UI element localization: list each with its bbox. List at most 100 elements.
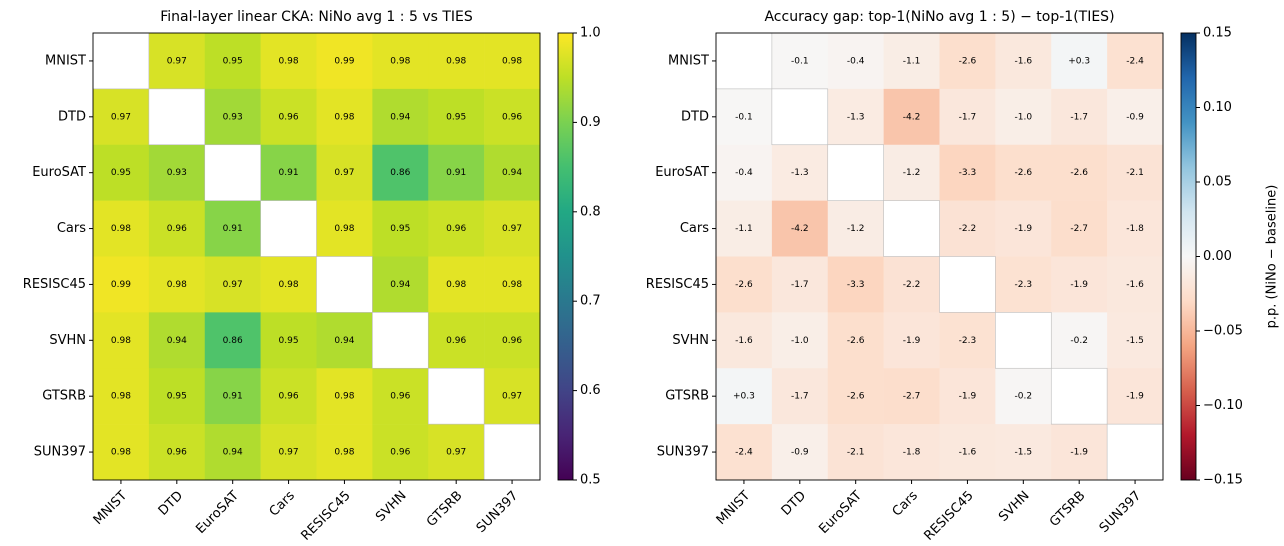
y-tick-label: EuroSAT (655, 165, 709, 180)
cell-label: 0.96 (390, 448, 410, 458)
cell-label: -0.1 (735, 112, 753, 122)
x-tick-label: MNIST (714, 488, 754, 528)
heatmap-cell (148, 144, 206, 201)
heatmap-cell (1051, 424, 1108, 481)
colorbar-tick-label: 0.5 (580, 473, 601, 488)
cell-label: 0.96 (279, 112, 299, 122)
y-tick-label: GTSRB (42, 389, 86, 404)
heatmap-cell (372, 256, 429, 313)
cell-label: 0.98 (111, 224, 131, 234)
chart-title: Accuracy gap: top-1(NiNo avg 1 : 5) − to… (764, 9, 1114, 25)
cell-label: -1.1 (735, 224, 753, 234)
heatmap-cell (1051, 88, 1108, 146)
y-tick-label: Cars (680, 221, 709, 236)
colorbar-tick-label: −0.10 (1203, 398, 1243, 413)
heatmap-cell (316, 144, 373, 201)
heatmap-cell (260, 144, 317, 201)
heatmap-cell (428, 200, 485, 257)
empty-cell (1050, 367, 1108, 425)
heatmap-cell (939, 368, 996, 425)
empty-cell (260, 200, 317, 257)
empty-cell (827, 144, 884, 201)
heatmap-cell (883, 368, 940, 425)
cell-label: 0.96 (167, 224, 187, 234)
heatmap-cell (771, 368, 829, 425)
cell-label: -3.3 (847, 280, 865, 290)
cell-label: -1.0 (1015, 112, 1033, 122)
heatmap-cell (1107, 144, 1164, 201)
heatmap-cell (1051, 33, 1108, 90)
empty-cell (883, 200, 940, 257)
x-tick-label: Cars (890, 488, 921, 519)
colorbar-tick-label: 0.00 (1203, 249, 1232, 264)
colorbar-tick-label: 0.7 (580, 294, 601, 309)
y-tick-label: MNIST (668, 53, 709, 68)
cell-label: 0.91 (223, 392, 243, 402)
cell-label: 0.98 (502, 280, 522, 290)
heatmap-cell (428, 424, 485, 481)
cell-label: -1.6 (1126, 280, 1144, 290)
heatmap-cell (93, 256, 150, 313)
cell-label: -0.2 (1070, 336, 1088, 346)
cell-label: 0.95 (223, 56, 243, 66)
cell-label: -4.2 (791, 224, 809, 234)
x-tick-label: EuroSAT (193, 488, 242, 537)
heatmap-cell (204, 424, 261, 481)
heatmap-cell (716, 200, 773, 257)
cell-label: 0.98 (111, 336, 131, 346)
cell-label: -2.6 (1070, 168, 1088, 178)
cell-label: -2.1 (847, 448, 865, 458)
heatmap-cell (827, 424, 884, 481)
heatmap-cell (204, 88, 261, 146)
heatmap-cell (93, 200, 150, 257)
heatmap-cell (1051, 200, 1108, 257)
heatmap-cell (939, 144, 996, 201)
x-tick-label: SUN397 (1097, 488, 1145, 536)
cell-label: 0.99 (111, 280, 131, 290)
cell-label: -2.2 (903, 280, 921, 290)
cell-label: -2.6 (735, 280, 753, 290)
cell-label: -1.9 (1070, 448, 1088, 458)
cell-label: -1.6 (735, 336, 753, 346)
cell-label: -2.7 (1070, 224, 1088, 234)
heatmap-cell (372, 424, 429, 481)
heatmap-cell (1107, 256, 1164, 313)
heatmap-cell (372, 144, 429, 201)
heatmap-cell (428, 33, 485, 90)
heatmap-cell (771, 200, 829, 257)
heatmap-cell (1051, 256, 1108, 313)
heatmap-cell (716, 256, 773, 313)
x-tick-label: GTSRB (424, 488, 466, 530)
cell-label: -1.6 (959, 448, 977, 458)
heatmap-cell (1051, 312, 1108, 369)
heatmap-cell (372, 368, 429, 425)
heatmap-cell (883, 144, 940, 201)
colorbar-tick-label: 0.9 (580, 115, 601, 130)
empty-cell (427, 367, 485, 425)
heatmap-cell (716, 312, 773, 369)
cell-label: 0.93 (167, 168, 187, 178)
y-tick-label: Cars (57, 221, 86, 236)
heatmap-cell (1107, 312, 1164, 369)
cell-label: 0.98 (446, 56, 466, 66)
heatmap-cell (316, 424, 373, 481)
colorbar-tick-label: 1.0 (580, 26, 601, 41)
cell-label: -0.9 (791, 448, 809, 458)
y-tick-label: DTD (681, 109, 709, 124)
heatmap-cell (1051, 144, 1108, 201)
cell-label: -1.0 (791, 336, 809, 346)
heatmap-cell (827, 256, 884, 313)
cell-label: 0.96 (390, 392, 410, 402)
cell-label: 0.97 (446, 448, 466, 458)
heatmap-cell (995, 368, 1052, 425)
heatmap-cell (93, 368, 150, 425)
chart-title: Final-layer linear CKA: NiNo avg 1 : 5 v… (160, 9, 473, 25)
heatmap-cell (204, 312, 261, 369)
heatmap-cell (1107, 368, 1164, 425)
cell-label: 0.95 (446, 112, 466, 122)
plot-frame (715, 32, 1164, 481)
heatmap-cell (1107, 88, 1164, 146)
cell-label: -1.9 (1126, 392, 1144, 402)
cell-label: 0.96 (279, 392, 299, 402)
